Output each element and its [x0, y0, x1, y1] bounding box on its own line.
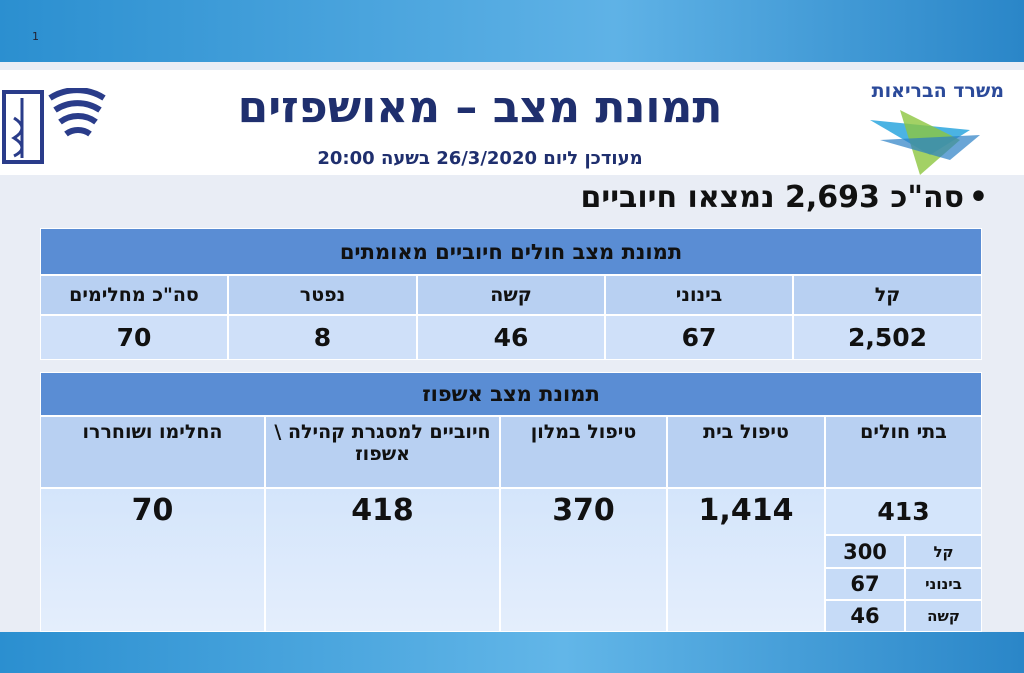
value-cell: 413: [825, 488, 982, 535]
column-header: חיוביים למסגרת קהילה \ אשפוז: [265, 416, 500, 488]
bullet: •: [968, 180, 988, 215]
column-header: קל: [793, 275, 982, 315]
value-cell: 2,502: [793, 315, 982, 360]
bottom-band: [0, 632, 1024, 673]
column-header: החלימו ושוחררו: [40, 416, 265, 488]
value-cell: 8: [228, 315, 417, 360]
table-title: תמונת מצב חולים חיוביים מאומתים: [40, 228, 982, 275]
value-cell: 418: [265, 488, 500, 632]
value-cell: 46: [417, 315, 605, 360]
value-cell: 370: [500, 488, 667, 632]
breakdown-value: 67: [825, 568, 905, 600]
column-header: סה"כ מחלימים: [40, 275, 228, 315]
table-title: תמונת מצב אשפוז: [40, 372, 982, 416]
ministry-logo: [870, 110, 980, 175]
summary: סה"כ 2,693 נמצאו חיוביים: [580, 180, 965, 215]
value-cell: 70: [40, 488, 265, 632]
breakdown-value: 300: [825, 535, 905, 568]
column-header: בתי חולים: [825, 416, 982, 488]
column-header: קשה: [417, 275, 605, 315]
breakdown-label: בינוני: [905, 568, 982, 600]
subtitle: מעודכן ליום 26/3/2020 בשעה 20:00: [317, 148, 643, 169]
value-cell: 67: [605, 315, 793, 360]
title: תמונת מצב – מאושפזים: [237, 82, 723, 133]
value-cell: 70: [40, 315, 228, 360]
column-header: טיפול בית: [667, 416, 825, 488]
breakdown-value: 46: [825, 600, 905, 632]
column-header: נפטר: [228, 275, 417, 315]
ministry-name: משרד הבריאות: [871, 80, 1004, 102]
page-number: 1: [32, 30, 39, 43]
header-band: [0, 70, 1024, 175]
breakdown-label: קשה: [905, 600, 982, 632]
breakdown-label: קל: [905, 535, 982, 568]
value-cell: 1,414: [667, 488, 825, 632]
left-logo: [2, 88, 106, 164]
top-band: [0, 0, 1024, 62]
column-header: בינוני: [605, 275, 793, 315]
column-header: טיפול במלון: [500, 416, 667, 488]
